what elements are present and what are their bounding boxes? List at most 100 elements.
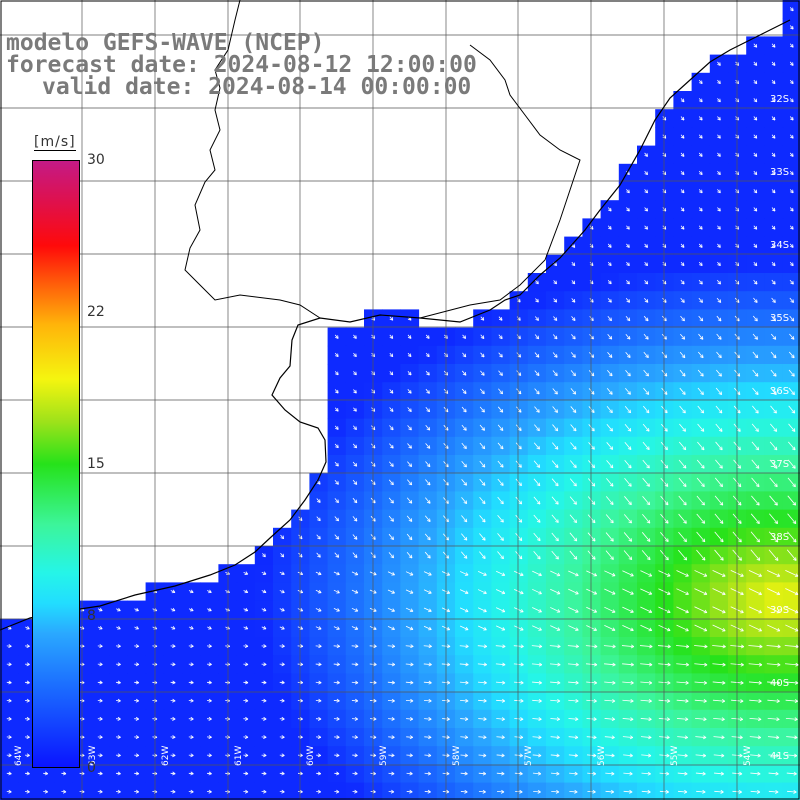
wind-cell [709, 782, 729, 800]
wind-cell [382, 782, 401, 800]
wind-arrow [753, 189, 758, 194]
wind-cell [182, 782, 201, 800]
wind-cell [782, 509, 800, 529]
latitude-label: 35S [770, 313, 790, 324]
wind-cell [782, 127, 800, 147]
wind-cell [782, 455, 800, 474]
wind-cell [782, 309, 800, 329]
wind-cell [291, 782, 310, 800]
wind-arrow [680, 98, 685, 103]
latitude-label: 38S [770, 532, 790, 543]
wind-cell [109, 782, 128, 800]
wind-cell [782, 418, 800, 438]
wind-cell [455, 782, 474, 800]
wind-arrow [607, 225, 612, 230]
wind-cell [782, 254, 800, 274]
wind-arrow [644, 207, 648, 212]
wind-cell [637, 782, 656, 800]
longitude-label: 64W [14, 745, 24, 766]
wind-cell [691, 782, 711, 800]
colorbar-tick-label: 22 [87, 304, 105, 320]
wind-arrow [753, 170, 758, 176]
wind-cell [655, 782, 674, 800]
wind-cell [163, 782, 183, 800]
wind-cell [309, 782, 329, 800]
wind-arrow [717, 79, 721, 85]
wind-cell [236, 782, 256, 800]
wind-cell [764, 782, 784, 800]
wind-arrow [698, 189, 703, 194]
wind-arrow [771, 61, 776, 66]
wind-arrow [626, 225, 630, 230]
wind-cell [782, 0, 800, 19]
wind-arrow [771, 152, 776, 157]
wind-arrow [789, 43, 794, 48]
wind-cell [782, 182, 800, 201]
wind-cell [491, 782, 511, 800]
wind-arrow [717, 61, 721, 66]
latitude-label: 32S [770, 94, 790, 105]
wind-arrow [717, 134, 721, 139]
wind-arrow [771, 98, 776, 103]
wind-arrow [680, 170, 685, 176]
wind-arrow [607, 207, 612, 212]
wind-cell [473, 782, 492, 800]
wind-cell [782, 273, 800, 292]
wind-cell [782, 473, 800, 492]
wind-cell [782, 345, 800, 365]
wind-arrow [698, 170, 703, 176]
wind-arrow [644, 152, 648, 157]
wind-arrow [753, 43, 758, 48]
wind-cell [345, 782, 365, 800]
colorbar-tick-label: 30 [87, 152, 105, 168]
longitude-label: 62W [161, 745, 171, 766]
wind-arrow [644, 170, 648, 176]
wind-cell [400, 782, 420, 800]
wind-cell [200, 782, 219, 800]
wind-cell [418, 782, 438, 800]
longitude-label: 55W [670, 745, 680, 766]
wind-cell [254, 782, 274, 800]
wind-arrow [789, 134, 794, 139]
wind-arrow [626, 189, 630, 194]
wind-cell [782, 436, 800, 456]
longitude-label: 59W [379, 745, 389, 766]
latitude-label: 41S [770, 751, 790, 762]
wind-arrow [789, 79, 794, 85]
wind-arrow [753, 61, 758, 66]
wind-cell [782, 236, 800, 256]
latitude-label: 36S [770, 386, 790, 397]
wind-cell [18, 782, 37, 800]
wind-cell [782, 54, 800, 74]
wind-arrow [680, 189, 685, 194]
wind-cell [91, 782, 110, 800]
wind-arrow [789, 98, 794, 103]
colorbar-unit: [m/s] [34, 134, 76, 151]
wind-arrow [771, 134, 776, 139]
longitude-label: 54W [743, 745, 753, 766]
wind-arrow [698, 116, 703, 121]
wind-cell [782, 109, 800, 128]
wind-cell [54, 782, 74, 800]
wind-arrow [753, 98, 758, 103]
longitude-label: 58W [452, 745, 462, 766]
wind-cell [509, 782, 529, 800]
wind-cell [582, 782, 602, 800]
latitude-label: 33S [770, 167, 790, 178]
wind-arrow [789, 170, 794, 176]
wind-cell [782, 163, 800, 183]
wind-arrow [717, 170, 721, 176]
wind-cell [673, 782, 693, 800]
wind-cell [618, 782, 638, 800]
wind-arrow [771, 207, 776, 212]
wind-arrow [589, 225, 594, 230]
wind-arrow [753, 79, 758, 85]
wind-cell [782, 200, 800, 219]
wind-arrow [789, 7, 794, 12]
latitude-label: 40S [770, 678, 790, 689]
wind-arrow [789, 25, 794, 30]
wind-arrow [626, 207, 630, 212]
colorbar-tick-label: 0 [87, 760, 96, 776]
wind-cell [782, 72, 800, 92]
